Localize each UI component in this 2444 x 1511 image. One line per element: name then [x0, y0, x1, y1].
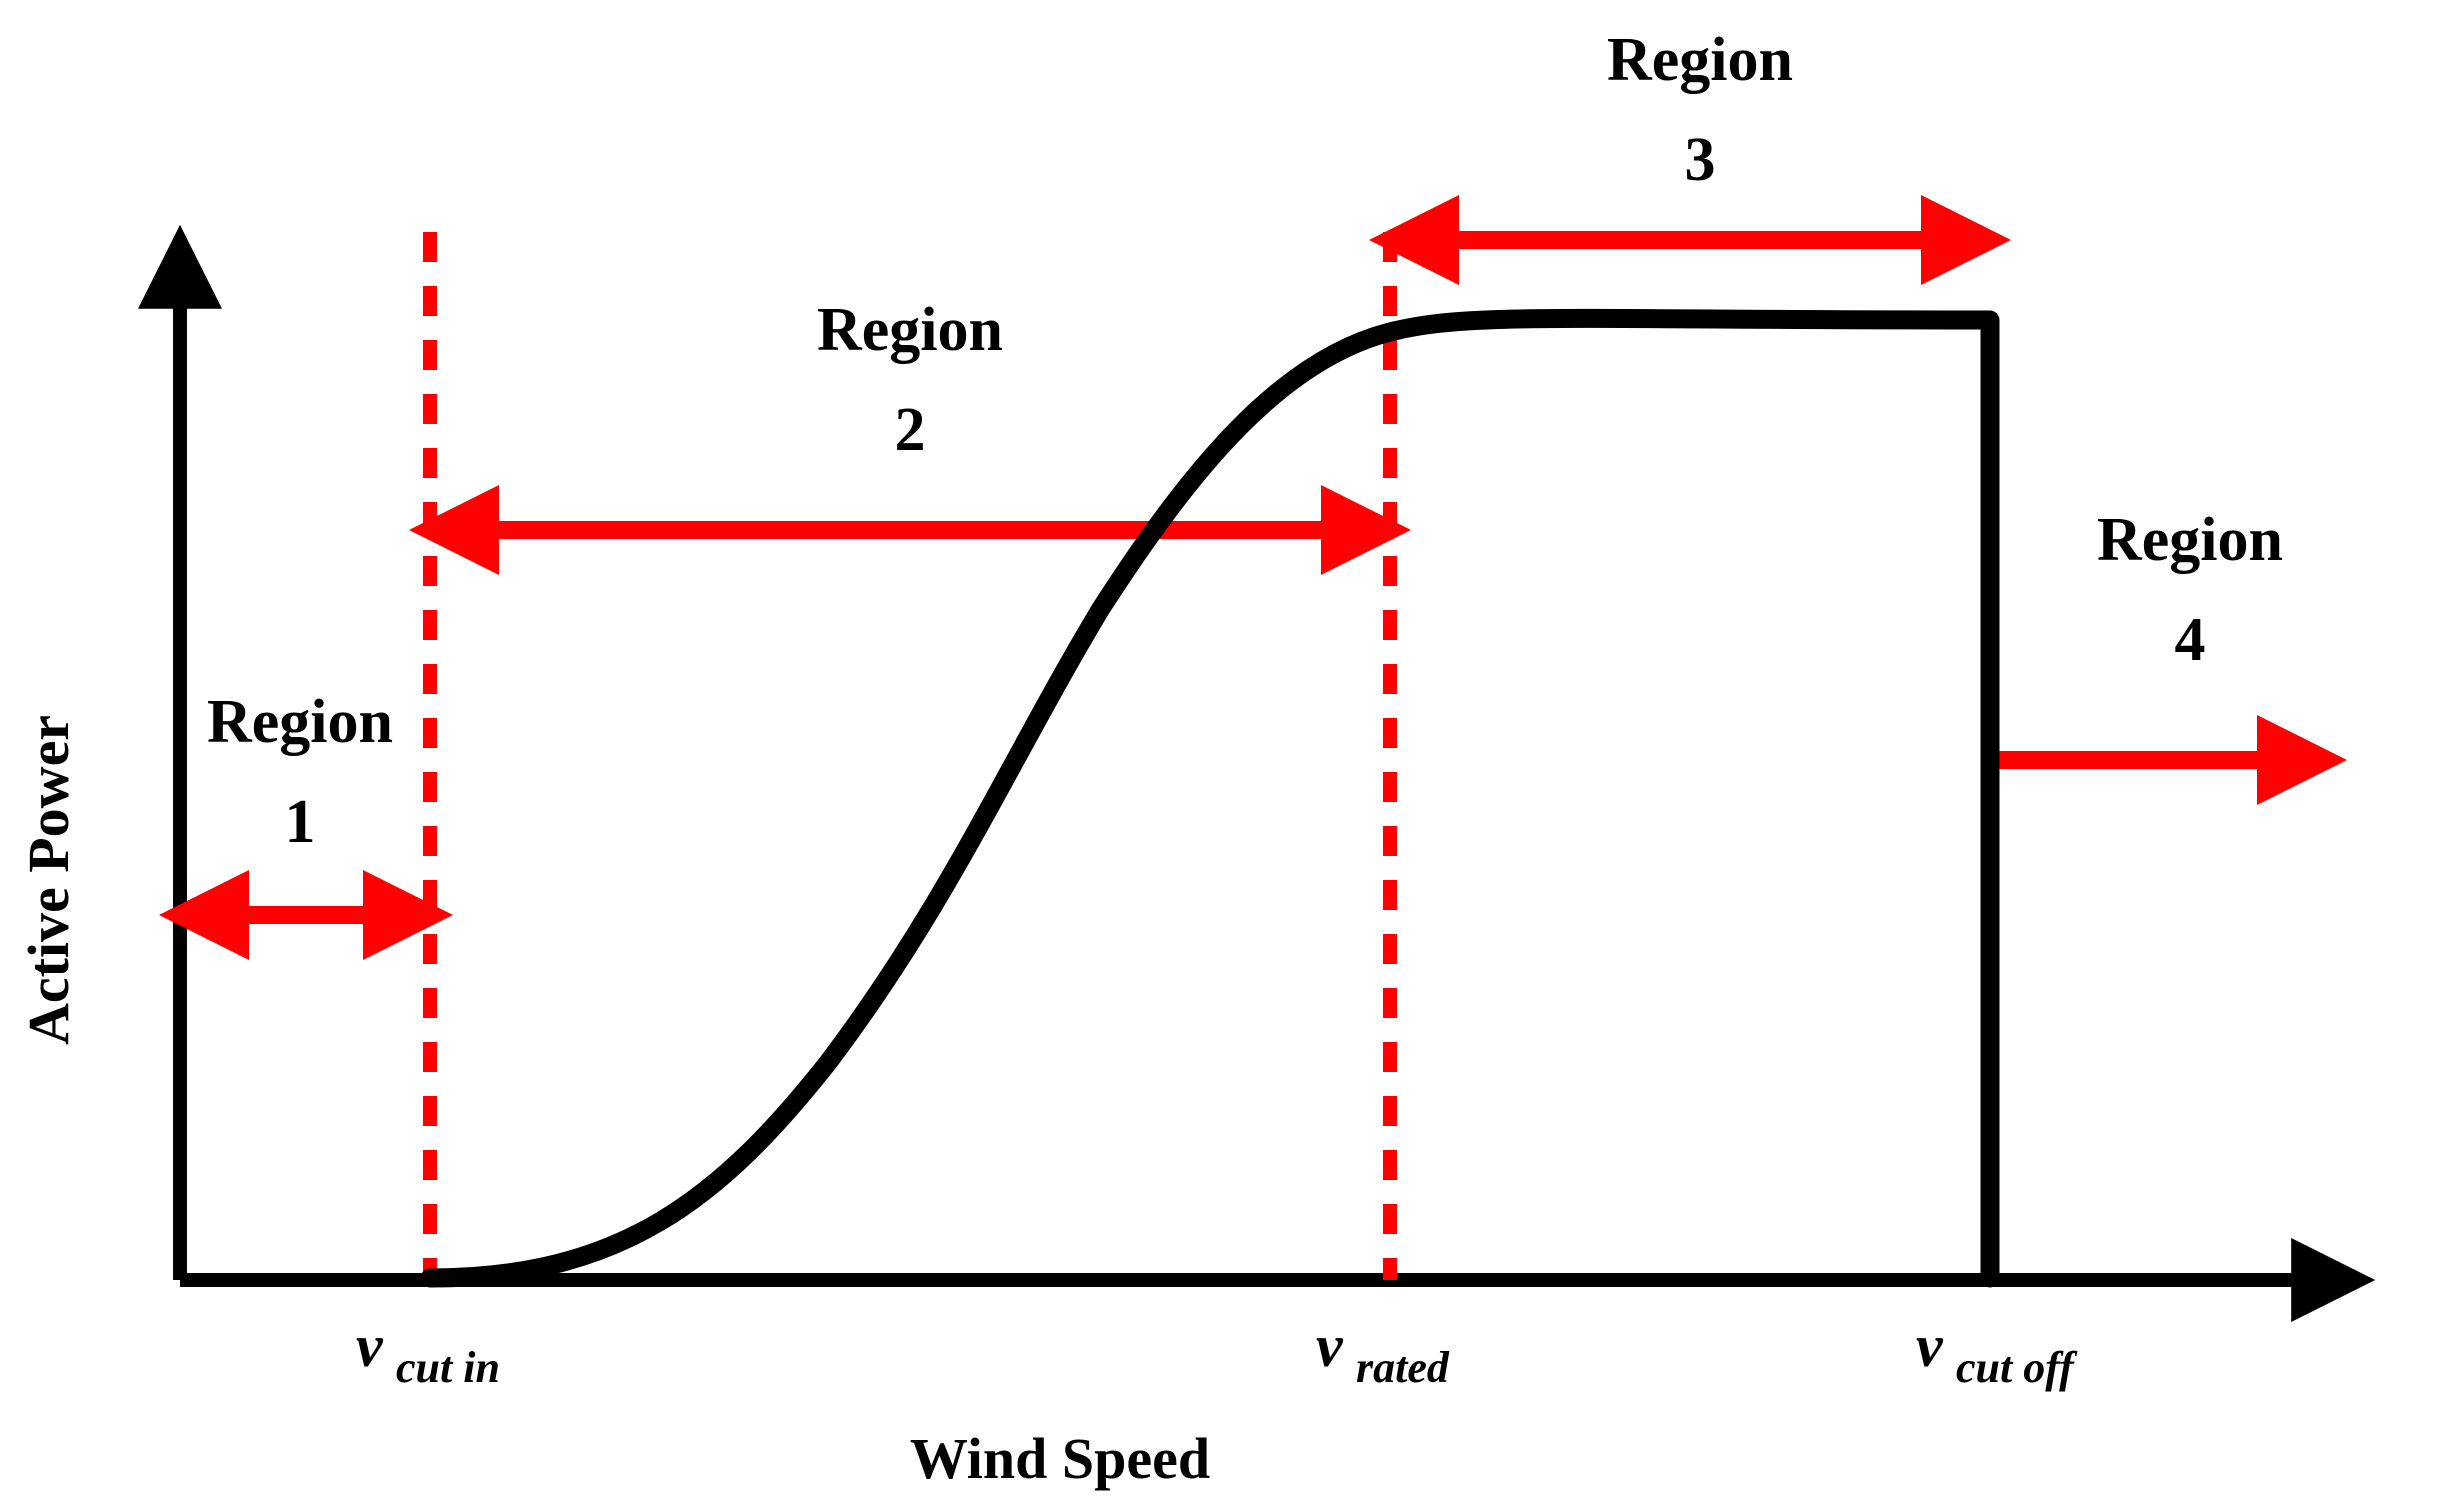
tick-v-1: ν [356, 1313, 384, 1379]
tick-v-3: ν [1916, 1313, 1944, 1379]
tick-sub-3: cut off [1956, 1343, 2078, 1392]
power-curve [430, 318, 1990, 1278]
tick-label-3: νcut off [1916, 1313, 2078, 1392]
region-label-4-word: Region [2097, 506, 2283, 574]
region-label-3-word: Region [1607, 26, 1793, 94]
y-axis-label: Active Power [16, 715, 81, 1045]
x-axis-label: Wind Speed [910, 1426, 1210, 1491]
region-label-3-num: 3 [1685, 126, 1716, 194]
region-label-4-num: 4 [2175, 606, 2206, 674]
tick-label-2: νrated [1316, 1313, 1450, 1392]
tick-sub-1: cut in [396, 1343, 500, 1392]
power-curve-diagram: Wind Speed Active Power Region 1 Region 2 Regi… [0, 0, 2444, 1511]
region-label-1-word: Region [207, 688, 393, 756]
region-label-1-num: 1 [285, 788, 316, 856]
tick-label-1: νcut in [356, 1313, 500, 1392]
tick-v-2: ν [1316, 1313, 1344, 1379]
power-curve-path [430, 318, 1990, 1278]
region-arrows [186, 240, 2320, 915]
region-label-2-num: 2 [895, 396, 926, 464]
region-label-2-word: Region [817, 296, 1003, 364]
region-dividers [430, 232, 1390, 1280]
tick-sub-2: rated [1356, 1343, 1450, 1392]
